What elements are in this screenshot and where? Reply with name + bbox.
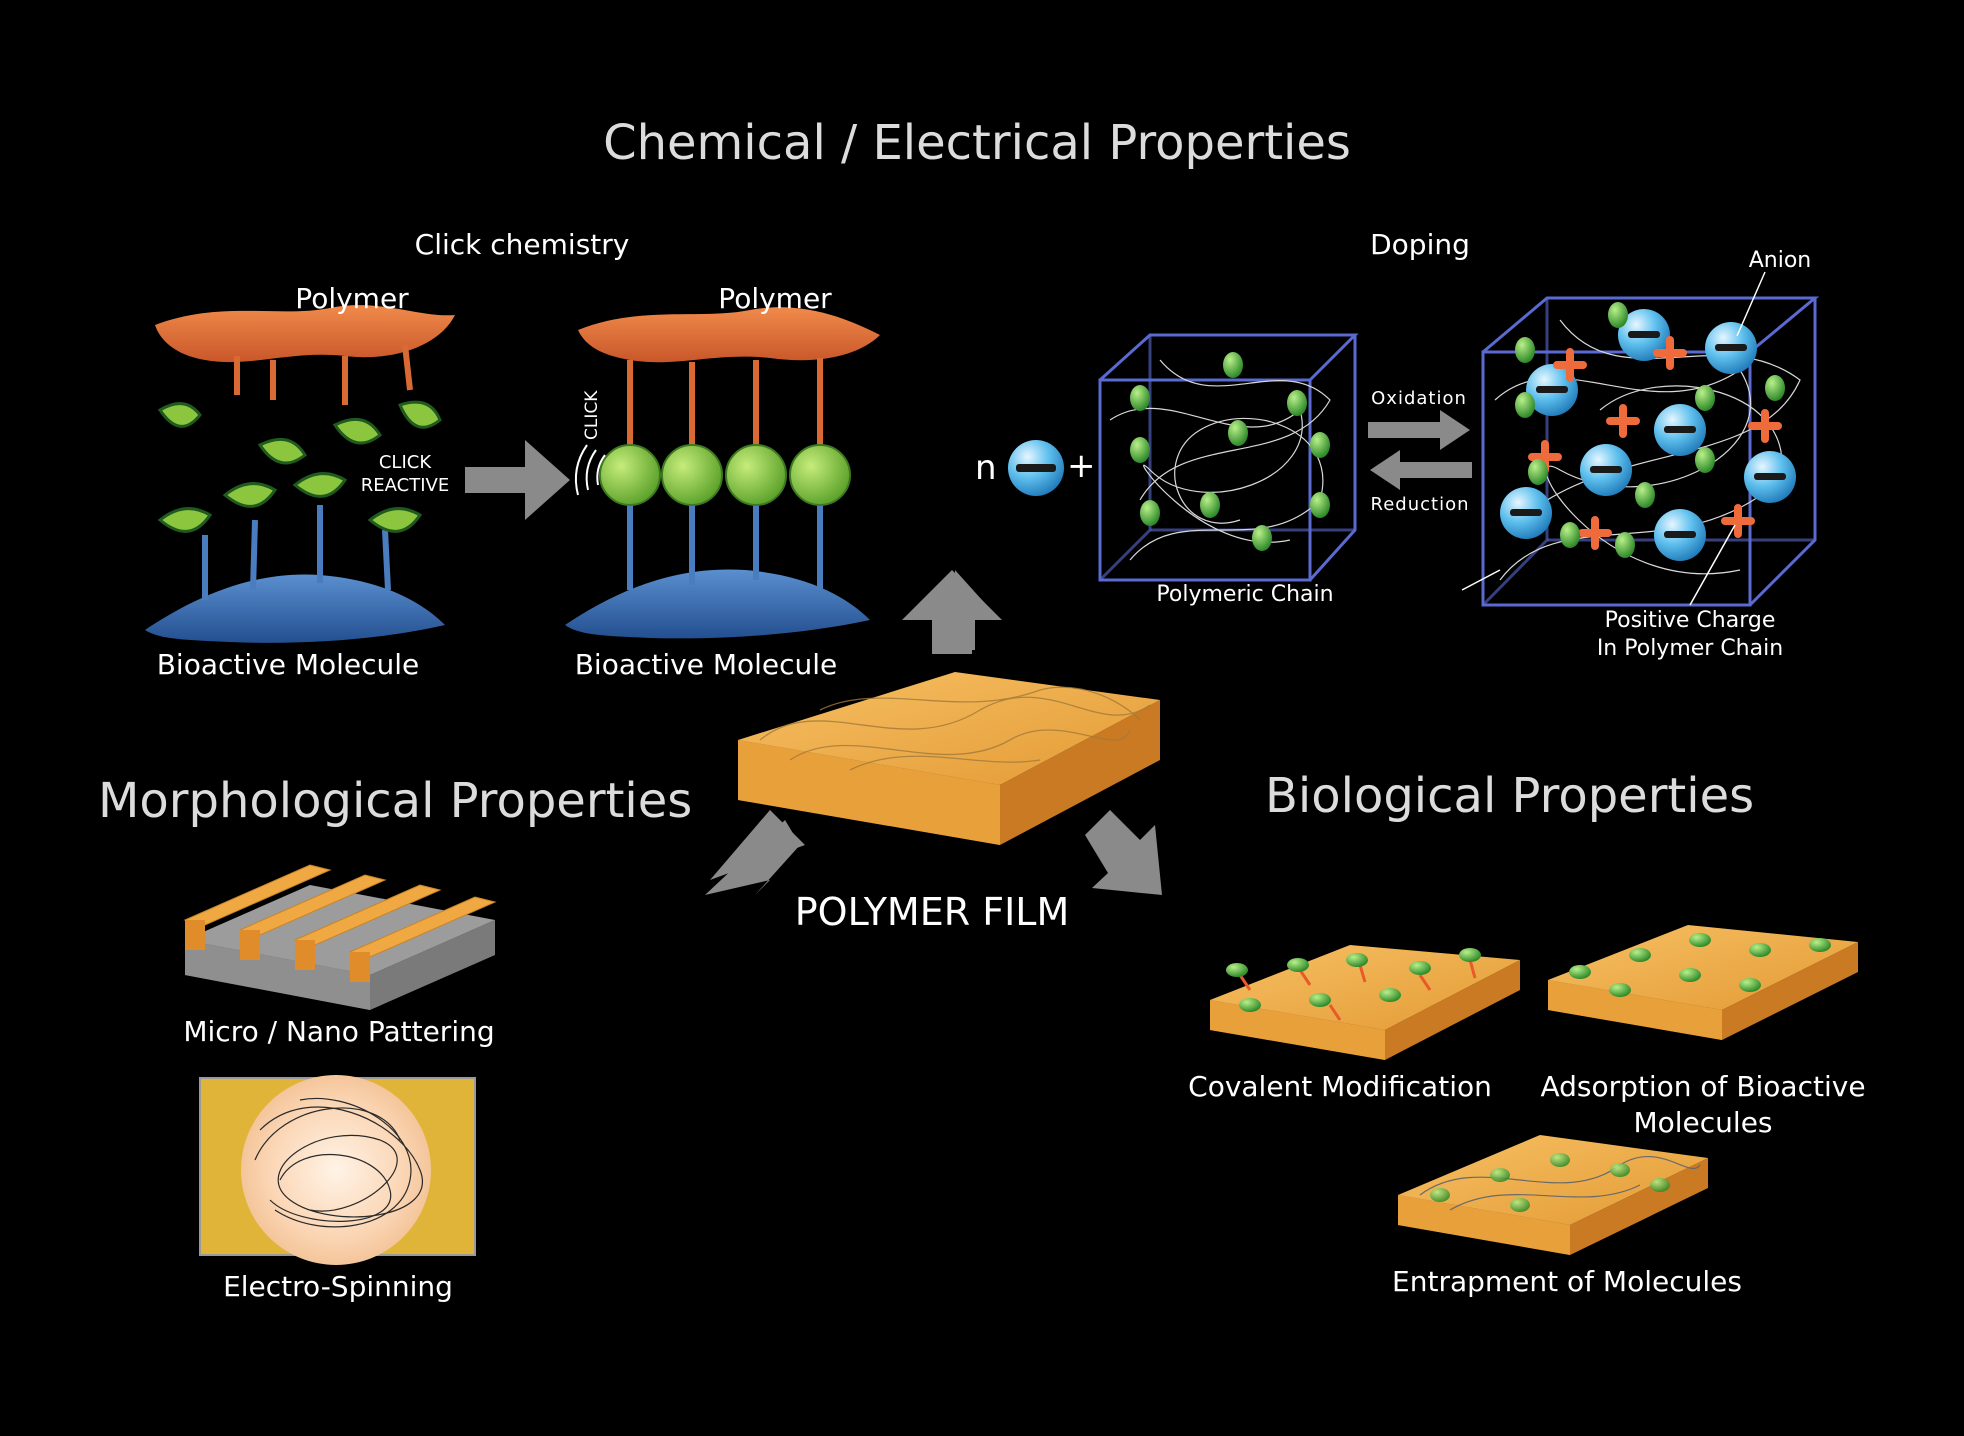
- title-chemical: Chemical / Electrical Properties: [603, 115, 1351, 171]
- cube-left-dots: [1130, 352, 1330, 551]
- polymer-label-left: Polymer: [295, 282, 409, 315]
- click-tag: CLICK: [582, 390, 602, 440]
- polymer-label-right: Polymer: [718, 282, 832, 315]
- covalent-label: Covalent Modification: [1188, 1070, 1492, 1103]
- bioactive-stems-left: [202, 505, 391, 600]
- reduction-arrow: [1370, 450, 1472, 490]
- reduction-label: Reduction: [1370, 494, 1470, 515]
- title-biological: Biological Properties: [1265, 768, 1755, 824]
- click-sound-arcs: [574, 444, 606, 496]
- adsorption-line1: Adsorption of Bioactive: [1540, 1070, 1866, 1103]
- entrapment-block: [1398, 1135, 1708, 1255]
- pattering-label: Micro / Nano Pattering: [183, 1015, 495, 1048]
- doping-label: Doping: [1370, 228, 1470, 261]
- anion-minus-bars: [1510, 331, 1786, 538]
- polymer-film-block: [738, 672, 1160, 845]
- click-reactive-line2: REACTIVE: [360, 475, 450, 496]
- bioactive-label-right: Bioactive Molecule: [574, 648, 838, 681]
- covalent-block: [1210, 945, 1520, 1060]
- bioactive-stems-right: [627, 505, 823, 590]
- up-arrow-head: [902, 570, 1002, 620]
- bioactive-blob-right: [565, 569, 870, 639]
- click-arrow: [465, 440, 570, 520]
- click-left-group: [145, 305, 455, 643]
- electrospinning-panel: [199, 1075, 476, 1265]
- title-morphological: Morphological Properties: [98, 773, 693, 829]
- polymeric-cube: [1098, 333, 1359, 582]
- click-right-group: [565, 307, 880, 639]
- polymer-blob-right: [578, 307, 880, 363]
- anion-label: Anion: [1748, 248, 1812, 273]
- polymer-chain-lines: [1109, 359, 1331, 561]
- oxidation-label: Oxidation: [1371, 388, 1467, 409]
- doping-n: n: [975, 448, 997, 488]
- clicked-balls: [599, 444, 851, 506]
- callout-lines: [1461, 271, 1766, 606]
- adsorption-line2: Molecules: [1633, 1106, 1773, 1139]
- electrospinning-label: Electro-Spinning: [223, 1270, 453, 1303]
- positive-charge-line1: Positive Charge: [1604, 608, 1776, 633]
- adsorption-block: [1548, 925, 1858, 1040]
- up-arrow-shaft: [932, 618, 972, 654]
- bioactive-label-left: Bioactive Molecule: [156, 648, 420, 681]
- bioactive-blob-left: [145, 574, 445, 643]
- oxidation-arrow: [1368, 410, 1470, 450]
- positive-charge-line2: In Polymer Chain: [1596, 636, 1784, 661]
- arrow-to-morph-head: [710, 810, 805, 880]
- polymeric-chain-label: Polymeric Chain: [1156, 582, 1334, 607]
- polymer-stems-left: [234, 344, 413, 405]
- pattern-block: [183, 864, 497, 1010]
- arrow-to-bio: [1085, 810, 1162, 895]
- title-polymer-film: POLYMER FILM: [794, 890, 1070, 934]
- leaves-left: [157, 400, 442, 533]
- click-chemistry-label: Click chemistry: [414, 228, 630, 261]
- polymer-blob-left: [155, 305, 455, 363]
- doping-group: [1008, 271, 1820, 607]
- doping-plus: +: [1067, 446, 1096, 486]
- entrapment-label: Entrapment of Molecules: [1392, 1265, 1742, 1298]
- polymer-stems-right: [627, 358, 823, 445]
- click-reactive-line1: CLICK: [378, 452, 432, 473]
- doped-green-dots: [1515, 302, 1785, 558]
